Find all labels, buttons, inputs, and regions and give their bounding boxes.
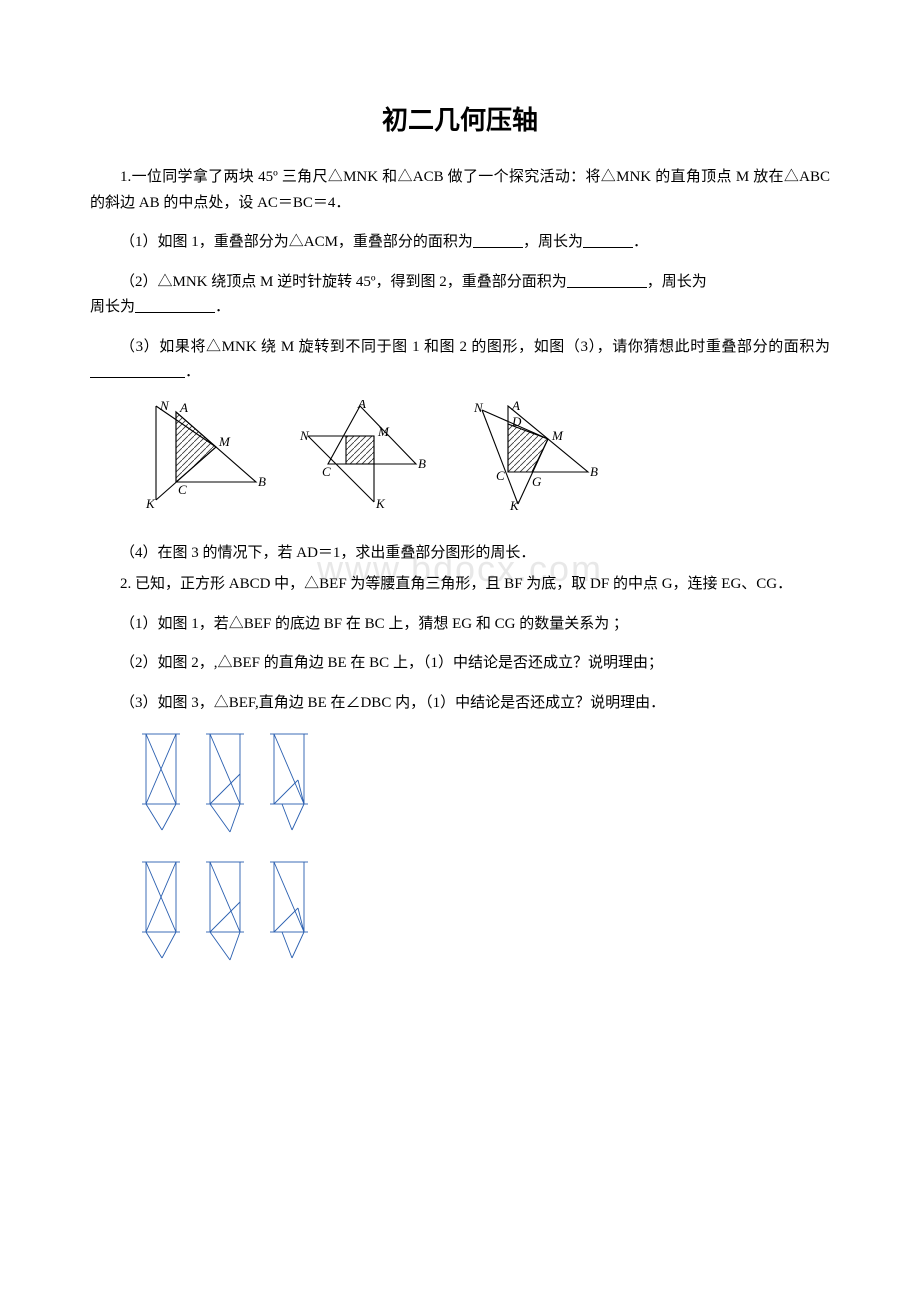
q2-fig1a: [140, 730, 184, 840]
q1-part3: （3）如果将△MNK 绕 M 旋转到不同于图 1 和图 2 的图形，如图（3），…: [90, 335, 830, 386]
q1-figures: N A M B C K: [140, 400, 830, 517]
q1-p2-c: ．: [215, 299, 230, 315]
q1-fig3: N A D M B C G K: [460, 400, 600, 517]
q1-part1: （1）如图 1，重叠部分为△ACM，重叠部分的面积为 ，周长为 ．: [90, 230, 830, 256]
q2-part3: （3）如图 3，△BEF,直角边 BE 在∠DBC 内，（1）中结论是否还成立？…: [90, 691, 830, 717]
svg-text:N: N: [299, 428, 310, 443]
svg-text:C: C: [496, 468, 505, 483]
q1-p2-b: ，周长为: [647, 274, 707, 290]
svg-text:A: A: [357, 400, 366, 411]
q2-part2: （2）如图 2，,△BEF 的直角边 BE 在 BC 上，（1）中结论是否还成立…: [90, 651, 830, 677]
q2-figs-row1: [140, 730, 830, 840]
q2-fig1c: [268, 730, 312, 840]
q1-part4: （4）在图 3 的情况下，若 AD＝1，求出重叠部分图形的周长．: [90, 541, 830, 567]
svg-text:A: A: [511, 400, 520, 413]
q2-figs-row2: [140, 858, 830, 968]
q1-p2-a: （2）△MNK 绕顶点 M 逆时针旋转 45º，得到图 2，重叠部分面积为: [120, 274, 567, 290]
page-title: 初二几何压轴: [90, 100, 830, 137]
svg-text:N: N: [473, 400, 484, 415]
svg-text:B: B: [590, 464, 598, 479]
svg-text:N: N: [159, 400, 170, 413]
svg-text:C: C: [322, 464, 331, 479]
svg-text:M: M: [551, 428, 564, 443]
q1-fig1: N A M B C K: [140, 400, 268, 517]
svg-text:B: B: [258, 474, 266, 489]
svg-text:G: G: [532, 474, 542, 489]
svg-text:D: D: [511, 414, 522, 429]
q1-p1-b: ，周长为: [523, 234, 583, 250]
q1-fig2: A M N C B K: [294, 400, 434, 517]
q2-intro: 2. 已知，正方形 ABCD 中，△BEF 为等腰直角三角形，且 BF 为底，取…: [90, 572, 830, 598]
q2-fig1b: [204, 730, 248, 840]
svg-text:K: K: [375, 496, 386, 511]
q1-part2: （2）△MNK 绕顶点 M 逆时针旋转 45º，得到图 2，重叠部分面积为 ，周长…: [90, 270, 830, 321]
q1-intro: 1.一位同学拿了两块 45º 三角尺△MNK 和△ACB 做了一个探究活动：将△…: [90, 165, 830, 216]
svg-text:M: M: [377, 424, 390, 439]
q1-p1-c: ．: [633, 234, 648, 250]
q2-part1: （1）如图 1，若△BEF 的底边 BF 在 BC 上，猜想 EG 和 CG 的…: [90, 612, 830, 638]
blank: [135, 312, 215, 313]
blank: [567, 287, 647, 288]
blank: [583, 247, 633, 248]
blank: [473, 247, 523, 248]
q1-p1-a: （1）如图 1，重叠部分为△ACM，重叠部分的面积为: [120, 234, 473, 250]
q2-fig2a: [140, 858, 184, 968]
blank: [90, 377, 185, 378]
svg-text:B: B: [418, 456, 426, 471]
svg-text:K: K: [145, 496, 156, 511]
svg-text:A: A: [179, 400, 188, 415]
q2-fig2b: [204, 858, 248, 968]
svg-text:M: M: [218, 434, 231, 449]
q1-p3-b: ．: [185, 364, 200, 380]
svg-text:C: C: [178, 482, 187, 497]
svg-text:K: K: [509, 498, 520, 512]
q2-fig2c: [268, 858, 312, 968]
q1-p3-a: （3）如果将△MNK 绕 M 旋转到不同于图 1 和图 2 的图形，如图（3），…: [120, 339, 830, 355]
